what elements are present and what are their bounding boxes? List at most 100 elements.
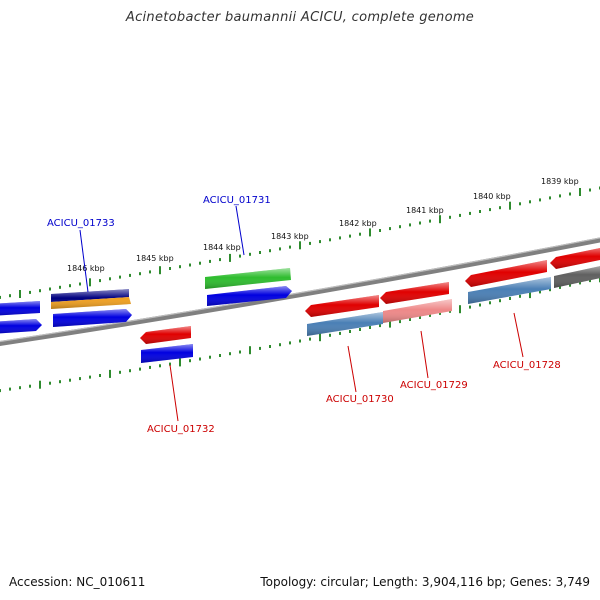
minor-tick [549,196,551,200]
minor-tick [109,277,111,281]
leader-line-acicu-01732 [169,364,179,422]
minor-tick [399,320,401,324]
minor-tick [9,294,11,298]
gene-label-acicu-01733: ACICU_01733 [47,218,115,229]
minor-tick [499,206,501,210]
minor-tick [29,384,31,388]
minor-tick [0,295,1,299]
gene-arrow-acicu-01730[interactable] [307,312,383,336]
gene-label-acicu-01731: ACICU_01731 [203,195,271,206]
minor-tick [279,343,281,347]
minor-tick [149,365,151,369]
major-tick [89,278,91,287]
leader-line-acicu-01733 [79,229,89,293]
minor-tick [179,265,181,269]
minor-tick [379,324,381,328]
major-tick [369,228,371,237]
gene-arrow[interactable] [380,282,449,304]
minor-tick [309,241,311,245]
minor-tick [349,330,351,333]
major-tick [389,319,391,328]
minor-tick [469,211,471,215]
minor-tick [239,254,241,258]
forward-strand-genes [0,246,600,363]
gene-arrow[interactable] [0,319,42,334]
minor-tick [219,354,221,357]
scale-label-1844: 1844 kbp [203,243,241,252]
minor-tick [459,213,461,217]
scale-label-1846: 1846 kbp [67,264,105,273]
gene-arrow-acicu-01731[interactable] [205,268,291,289]
minor-tick [569,283,571,287]
gene-arrow-acicu-01732[interactable] [140,326,191,344]
minor-tick [0,389,1,393]
gene-arrow-acicu-01729[interactable] [383,299,452,323]
minor-tick [39,289,41,293]
minor-tick [419,221,421,225]
gene-arrow[interactable] [550,246,600,269]
minor-tick [189,263,191,267]
minor-tick [569,192,571,196]
minor-tick [489,208,491,212]
major-tick [459,305,461,314]
minor-tick [359,328,361,331]
minor-tick [519,202,521,206]
major-tick [579,188,581,196]
minor-tick [259,346,261,350]
gene-arrow[interactable] [0,301,40,316]
genome-backbone-highlight [0,237,600,343]
minor-tick [429,219,431,223]
minor-tick [159,364,161,368]
leader-line-acicu-01728 [513,312,524,358]
gene-label-acicu-01732: ACICU_01732 [147,424,215,435]
gene-arrow[interactable] [141,344,193,363]
major-tick [299,241,301,250]
leader-line-acicu-01729 [420,330,429,379]
minor-tick [329,333,331,337]
genome-backbone [0,237,600,347]
minor-tick [329,238,331,242]
scale-label-1841: 1841 kbp [406,206,444,215]
minor-tick [119,275,121,279]
minor-tick [369,326,371,329]
scale-label-1839: 1839 kbp [541,177,579,186]
minor-tick [519,294,521,298]
leader-line-acicu-01731 [235,205,245,256]
minor-tick [49,287,51,291]
leader-line-acicu-01730 [347,345,357,393]
minor-tick [489,301,491,305]
minor-tick [479,210,481,213]
minor-tick [299,339,301,343]
minor-tick [469,305,471,309]
minor-tick [29,290,31,294]
minor-tick [339,236,341,240]
minor-tick [189,359,191,363]
map-title: Acinetobacter baumannii ACICU, complete … [125,10,475,25]
minor-tick [209,259,211,263]
scale-label-1840: 1840 kbp [473,192,511,201]
major-tick [229,253,231,262]
minor-tick [339,331,341,335]
minor-tick [269,249,271,253]
leader-lines [79,205,524,422]
gene-arrow[interactable] [554,264,600,288]
scale-label-1845: 1845 kbp [136,254,174,263]
gene-arrow[interactable] [305,295,379,317]
minor-tick [269,345,271,348]
gene-arrow[interactable] [207,286,292,306]
minor-tick [479,303,481,307]
minor-tick [79,282,81,286]
gene-arrow[interactable] [53,309,132,327]
minor-tick [239,350,241,354]
major-tick [249,346,251,355]
minor-tick [49,381,51,385]
minor-tick [119,370,121,374]
gene-arrow[interactable] [465,260,547,287]
minor-tick [289,341,291,345]
gene-arrow-acicu-01733[interactable] [51,289,131,309]
minor-tick [539,198,541,202]
minor-tick [559,194,561,198]
gene-arrow-acicu-01728[interactable] [468,277,551,304]
minor-tick [409,318,411,321]
